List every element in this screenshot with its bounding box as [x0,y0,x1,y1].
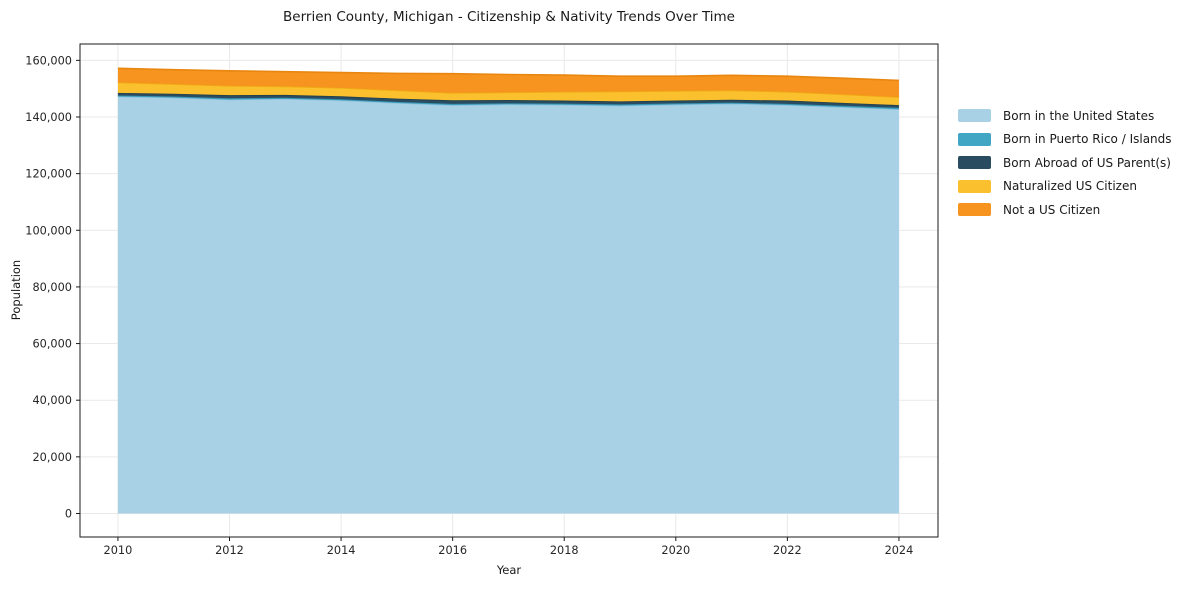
x-tick-label: 2012 [215,544,244,557]
legend-item-4: Not a US Citizen [958,198,1172,222]
legend-label: Born in the United States [1003,108,1155,123]
legend-label: Not a US Citizen [1003,202,1101,217]
legend-swatch-icon [958,179,991,193]
x-tick-label: 2010 [104,544,133,557]
legend-swatch-icon [958,156,991,170]
y-tick-label: 120,000 [25,168,72,181]
y-tick-label: 40,000 [32,394,72,407]
area-series-4 [117,68,899,98]
y-tick-label: 60,000 [32,338,72,351]
legend-item-3: Naturalized US Citizen [958,175,1172,199]
legend-swatch-icon [958,203,991,217]
chart-title: Berrien County, Michigan - Citizenship &… [283,9,735,25]
legend-swatch-icon [958,132,991,146]
area-series-4-edge [117,67,899,82]
y-tick-label: 160,000 [25,54,72,67]
y-axis-label: Population [9,259,23,321]
y-tick-label: 20,000 [32,451,72,464]
legend-swatch-icon [958,109,991,123]
x-tick-label: 2024 [885,544,914,557]
legend-label: Naturalized US Citizen [1003,179,1137,194]
legend-label: Born Abroad of US Parent(s) [1003,155,1171,170]
area-series-3 [117,82,899,106]
x-tick-label: 2014 [327,544,356,557]
x-tick-label: 2018 [550,544,579,557]
legend-item-0: Born in the United States [958,104,1172,128]
x-tick-label: 2016 [438,544,467,557]
y-tick-label: 0 [65,507,72,520]
x-tick-label: 2022 [773,544,802,557]
legend-item-2: Born Abroad of US Parent(s) [958,151,1172,175]
area-series-0 [117,96,899,514]
x-tick-label: 2020 [661,544,690,557]
y-tick-label: 100,000 [25,224,72,237]
legend-label: Born in Puerto Rico / Islands [1003,132,1172,147]
y-tick-label: 80,000 [32,281,72,294]
y-tick-label: 140,000 [25,111,72,124]
plot-border [79,43,939,538]
legend: Born in the United States Born in Puerto … [958,104,1172,222]
x-axis-label: Year [496,563,522,577]
legend-item-1: Born in Puerto Rico / Islands [958,128,1172,152]
